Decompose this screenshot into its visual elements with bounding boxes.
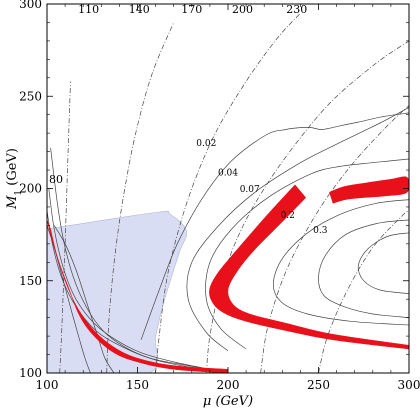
solid-contour-0 (50, 147, 219, 372)
x-tick-label-100: 100 (36, 378, 59, 392)
contour-label-0.04: 0.04 (218, 169, 238, 179)
y-axis-title: M1 (GeV) (5, 148, 24, 210)
solid-contour-4 (53, 225, 115, 373)
dashed-label-110: 110 (78, 3, 99, 16)
solid-contour-5 (140, 112, 409, 340)
solid-contour-9 (318, 219, 409, 318)
red-band-v (209, 184, 409, 350)
red-band-right (329, 176, 409, 204)
solid-contour-8 (272, 199, 409, 326)
solid-contours-layer (47, 106, 409, 373)
solid-contour-6 (186, 106, 409, 352)
dashed-label-170: 170 (181, 3, 202, 16)
contour-label-0.02: 0.02 (196, 139, 216, 149)
x-axis-title: μ (GeV) (203, 394, 253, 409)
dashed-contours-layer (59, 12, 409, 373)
contour-label-0.3: 0.3 (313, 226, 328, 236)
solid-contour-1 (48, 188, 210, 370)
contour-label-0.2: 0.2 (281, 211, 295, 221)
y-tick-label-150: 150 (19, 274, 42, 288)
x-tick-label-300: 300 (398, 378, 420, 392)
axis-ticks-layer: 100 150 200 250 300 100 150 200 250 300 (19, 0, 420, 392)
x-tick-label-200: 200 (217, 378, 240, 392)
dashed-contour-5 (318, 210, 409, 373)
dashed-label-200: 200 (232, 3, 253, 16)
x-tick-label-250: 250 (307, 378, 330, 392)
dashed-contour-2 (155, 12, 301, 373)
red-band-low (47, 219, 229, 373)
dashed-contour-1 (106, 22, 175, 373)
y-tick-label-300: 300 (19, 0, 42, 11)
solid-contour-10 (357, 232, 409, 295)
dashed-contour-4 (260, 105, 409, 373)
contour-labels-layer: 80 110 140 170 200 230 0.02 0.040.07 0.2 0.3 (49, 3, 328, 236)
y-tick-label-250: 250 (19, 89, 42, 103)
dashed-label-230: 230 (286, 3, 307, 16)
solid-contour-7 (205, 158, 409, 350)
dashed-label-80: 80 (49, 173, 63, 186)
red-bands-layer (47, 176, 409, 373)
contour-label-0.07: 0.07 (240, 185, 260, 195)
y-tick-label-100: 100 (19, 366, 42, 380)
dashed-label-140: 140 (129, 3, 150, 16)
y-tick-label-200: 200 (19, 182, 42, 196)
x-tick-label-150: 150 (126, 378, 149, 392)
dashed-contour-3 (205, 40, 409, 373)
